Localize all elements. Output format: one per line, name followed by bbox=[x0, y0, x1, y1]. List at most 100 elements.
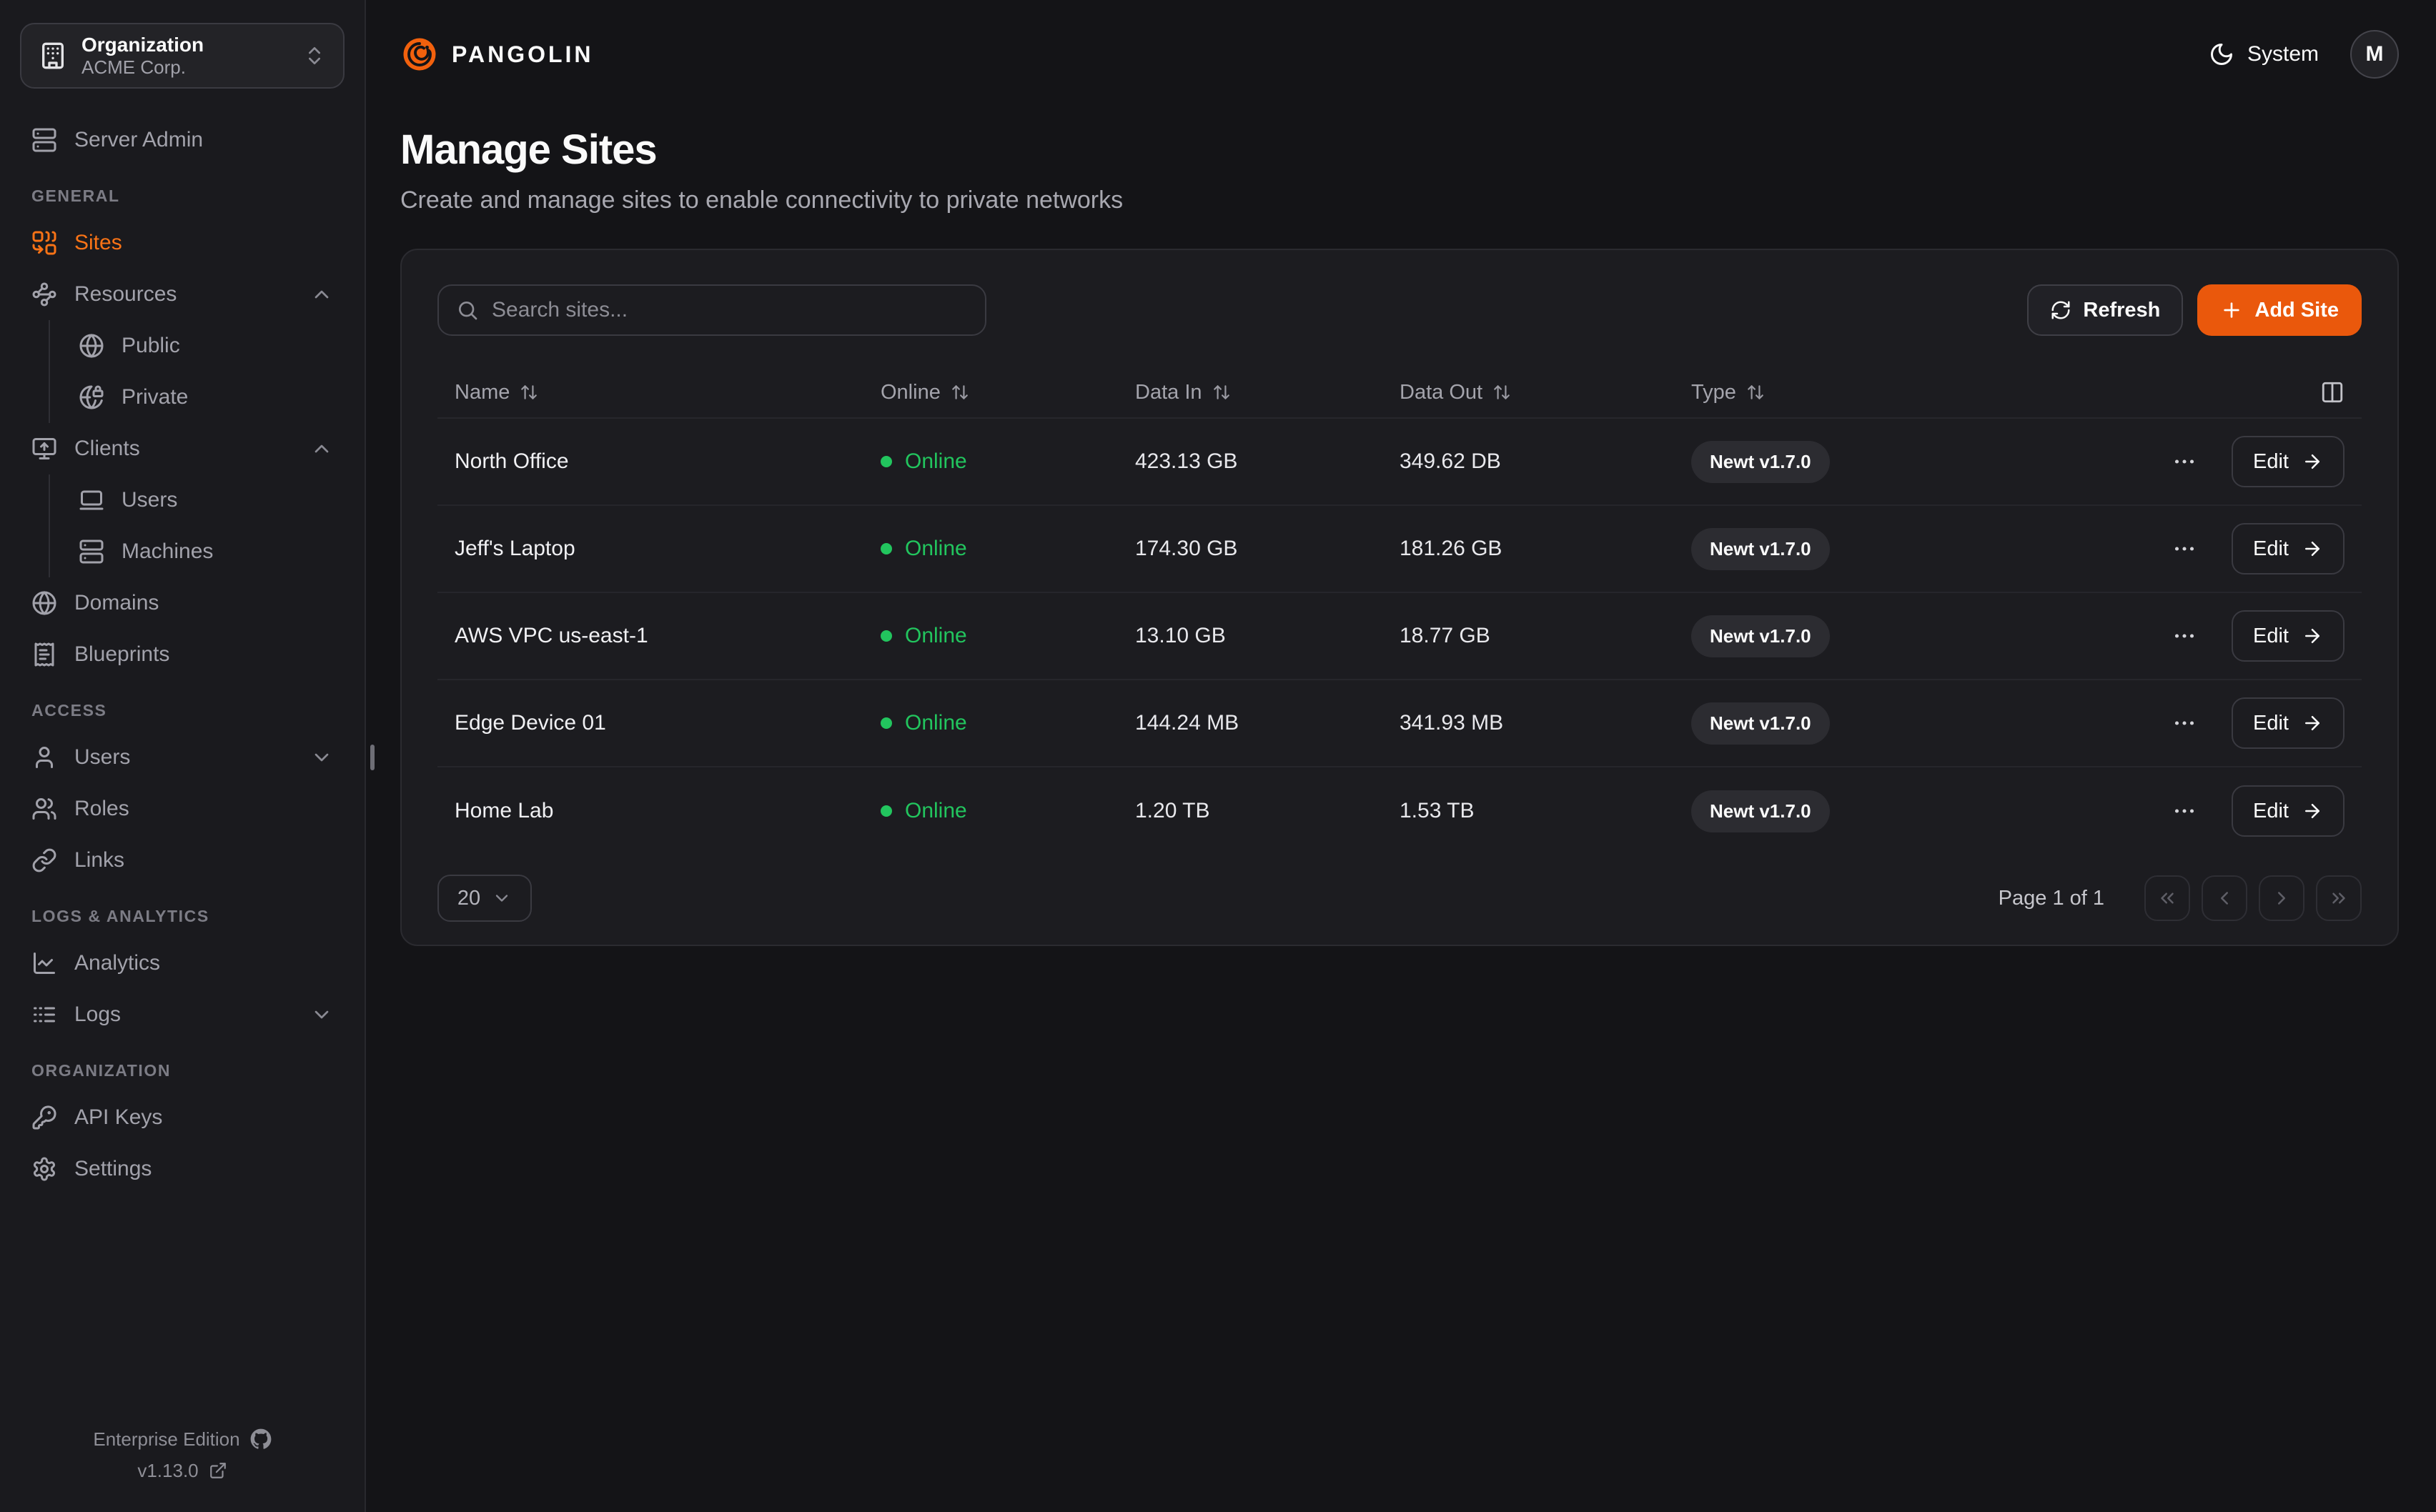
edit-button[interactable]: Edit bbox=[2232, 785, 2345, 837]
sidebar-item-logs[interactable]: Logs bbox=[20, 989, 345, 1040]
edit-button[interactable]: Edit bbox=[2232, 523, 2345, 575]
sidebar-nav: Server Admin GENERAL Sites Resources Pub… bbox=[20, 114, 345, 1195]
user-avatar[interactable]: M bbox=[2350, 30, 2399, 79]
search-input[interactable] bbox=[492, 298, 968, 322]
table-row: Edge Device 01 Online 144.24 MB 341.93 M… bbox=[437, 680, 2362, 767]
site-status: Online bbox=[881, 799, 1135, 823]
table-row: North Office Online 423.13 GB 349.62 DB … bbox=[437, 419, 2362, 506]
version-link[interactable]: v1.13.0 bbox=[20, 1455, 345, 1486]
site-type-badge: Newt v1.7.0 bbox=[1691, 702, 1830, 745]
avatar-initial: M bbox=[2365, 42, 2384, 66]
row-menu-button[interactable] bbox=[2172, 623, 2197, 649]
sidebar-item-sites[interactable]: Sites bbox=[20, 217, 345, 269]
sidebar-item-label: Clients bbox=[74, 437, 140, 460]
sidebar-item-resources[interactable]: Resources bbox=[20, 269, 345, 320]
key-icon bbox=[31, 1105, 57, 1130]
prev-page-button[interactable] bbox=[2202, 875, 2247, 921]
sort-icon bbox=[951, 383, 969, 402]
sidebar-item-domains[interactable]: Domains bbox=[20, 577, 345, 629]
site-status: Online bbox=[881, 624, 1135, 648]
sidebar-item-label: Users bbox=[74, 745, 131, 769]
sidebar-item-private[interactable]: Private bbox=[50, 372, 345, 423]
sidebar-item-label: Logs bbox=[74, 1003, 122, 1026]
chevron-up-icon bbox=[310, 437, 333, 460]
user-icon bbox=[31, 745, 57, 770]
site-data-in: 1.20 TB bbox=[1135, 799, 1210, 822]
online-dot-icon bbox=[881, 543, 892, 554]
theme-label: System bbox=[2247, 42, 2319, 66]
status-label: Online bbox=[905, 449, 967, 473]
theme-toggle[interactable]: System bbox=[2209, 41, 2319, 67]
section-general: GENERAL bbox=[31, 186, 120, 205]
site-name: Edge Device 01 bbox=[455, 711, 606, 735]
sidebar-item-analytics[interactable]: Analytics bbox=[20, 937, 345, 989]
row-menu-button[interactable] bbox=[2172, 710, 2197, 736]
sidebar-item-links[interactable]: Links bbox=[20, 835, 345, 886]
status-label: Online bbox=[905, 537, 967, 560]
sidebar-item-machines[interactable]: Machines bbox=[50, 526, 345, 577]
site-data-out: 1.53 TB bbox=[1400, 799, 1475, 822]
edit-label: Edit bbox=[2253, 624, 2289, 647]
column-header-type[interactable]: Type bbox=[1691, 381, 2091, 404]
edit-button[interactable]: Edit bbox=[2232, 436, 2345, 487]
waypoints-icon bbox=[31, 282, 57, 307]
column-header-name[interactable]: Name bbox=[455, 381, 881, 404]
edit-button[interactable]: Edit bbox=[2232, 610, 2345, 662]
edit-button[interactable]: Edit bbox=[2232, 697, 2345, 749]
sidebar-item-clients[interactable]: Clients bbox=[20, 423, 345, 474]
sidebar-item-public[interactable]: Public bbox=[50, 320, 345, 372]
sidebar-item-api-keys[interactable]: API Keys bbox=[20, 1092, 345, 1143]
row-menu-button[interactable] bbox=[2172, 449, 2197, 474]
status-label: Online bbox=[905, 624, 967, 647]
brand-logo: PANGOLIN bbox=[400, 35, 594, 74]
site-status: Online bbox=[881, 537, 1135, 561]
moon-icon bbox=[2209, 41, 2234, 67]
site-type-badge: Newt v1.7.0 bbox=[1691, 440, 1830, 483]
row-menu-button[interactable] bbox=[2172, 536, 2197, 562]
server-icon bbox=[31, 127, 57, 153]
page-size-select[interactable]: 20 bbox=[437, 875, 532, 922]
refresh-button[interactable]: Refresh bbox=[2027, 284, 2184, 336]
sidebar-item-client-users[interactable]: Users bbox=[50, 474, 345, 526]
site-type-badge: Newt v1.7.0 bbox=[1691, 615, 1830, 657]
column-header-data-out[interactable]: Data Out bbox=[1400, 381, 1691, 404]
sidebar-item-roles[interactable]: Roles bbox=[20, 783, 345, 835]
arrow-right-icon bbox=[2302, 625, 2323, 647]
column-header-online[interactable]: Online bbox=[881, 381, 1135, 404]
sidebar-resize-handle[interactable] bbox=[370, 745, 375, 770]
sidebar-item-label: Analytics bbox=[74, 951, 161, 975]
chevron-down-icon bbox=[310, 746, 333, 769]
sidebar-item-settings[interactable]: Settings bbox=[20, 1143, 345, 1195]
sidebar: Organization ACME Corp. Server Admin GEN… bbox=[0, 0, 366, 1512]
site-name: AWS VPC us-east-1 bbox=[455, 624, 648, 647]
table-header-row: Name Online Data In Data Out bbox=[437, 367, 2362, 419]
sidebar-item-users[interactable]: Users bbox=[20, 732, 345, 783]
arrow-right-icon bbox=[2302, 451, 2323, 472]
globe-lock-icon bbox=[79, 384, 104, 410]
columns-view-button[interactable] bbox=[2320, 380, 2345, 404]
first-page-button[interactable] bbox=[2144, 875, 2190, 921]
arrow-right-icon bbox=[2302, 800, 2323, 822]
row-menu-button[interactable] bbox=[2172, 798, 2197, 824]
chevron-down-icon bbox=[492, 888, 512, 908]
pagination-controls bbox=[2144, 875, 2362, 921]
last-page-button[interactable] bbox=[2316, 875, 2362, 921]
add-site-button[interactable]: Add Site bbox=[2197, 284, 2362, 336]
site-status: Online bbox=[881, 711, 1135, 735]
column-label: Data In bbox=[1135, 380, 1202, 404]
site-type-badge: Newt v1.7.0 bbox=[1691, 790, 1830, 832]
column-label: Type bbox=[1691, 380, 1736, 404]
online-dot-icon bbox=[881, 717, 892, 729]
chevrons-up-down-icon bbox=[303, 44, 326, 67]
edition-link[interactable]: Enterprise Edition bbox=[20, 1423, 345, 1455]
column-header-data-in[interactable]: Data In bbox=[1135, 381, 1400, 404]
sidebar-item-blueprints[interactable]: Blueprints bbox=[20, 629, 345, 680]
sort-icon bbox=[520, 383, 538, 402]
sidebar-item-server-admin[interactable]: Server Admin bbox=[20, 114, 345, 166]
search-icon bbox=[456, 299, 479, 322]
next-page-button[interactable] bbox=[2259, 875, 2304, 921]
github-icon bbox=[250, 1428, 272, 1450]
sort-icon bbox=[1212, 383, 1231, 402]
site-data-out: 349.62 DB bbox=[1400, 449, 1501, 473]
org-selector[interactable]: Organization ACME Corp. bbox=[20, 23, 345, 89]
